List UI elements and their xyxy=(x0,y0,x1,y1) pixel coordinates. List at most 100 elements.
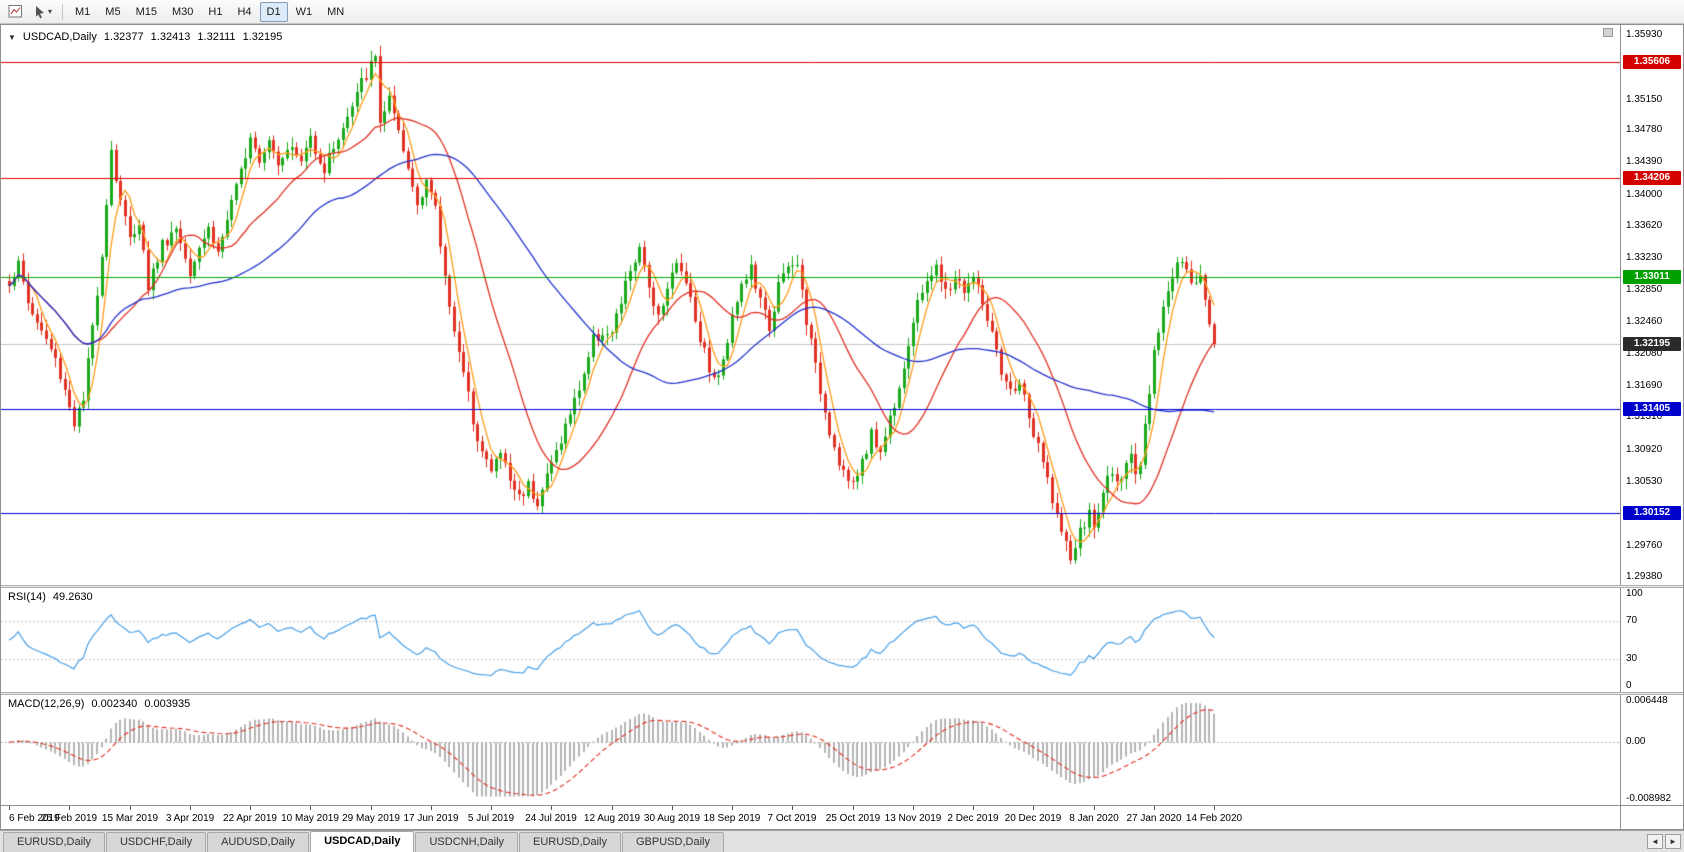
timeframe-button-h1[interactable]: H1 xyxy=(208,5,223,18)
ohlc-low-value: 1.32111 xyxy=(197,31,236,43)
price-axis-tick: 1.30920 xyxy=(1626,443,1663,455)
time-axis-tick xyxy=(1154,806,1155,810)
time-axis-tick xyxy=(551,806,552,810)
price-badge-1.31405: 1.31405 xyxy=(1623,402,1681,417)
chart-collapse-icon[interactable]: ▼ xyxy=(8,32,16,42)
panel-splitter[interactable] xyxy=(1,692,1683,695)
dropdown-caret-icon: ▾ xyxy=(48,7,53,16)
time-axis-label: 30 Aug 2019 xyxy=(643,813,701,824)
time-axis[interactable]: 6 Feb 2019 25 Feb 2019 15 Mar 2019 3 Apr 20… xyxy=(1,805,1683,829)
time-axis-corner xyxy=(1620,806,1683,829)
chart-tab-eurusd-daily[interactable]: EURUSD,Daily xyxy=(519,832,621,852)
price-badge-1.35606: 1.35606 xyxy=(1623,54,1681,69)
macd-axis-tick: 0.00 xyxy=(1626,735,1646,747)
price-axis-tick: 1.31310 xyxy=(1626,411,1663,423)
main-chart-canvas[interactable] xyxy=(1,25,1620,585)
panel-splitter[interactable] xyxy=(1,585,1683,588)
price-badge-1.33011: 1.33011 xyxy=(1623,269,1681,284)
time-axis-label: 18 Sep 2019 xyxy=(703,813,761,824)
ohlc-high-value: 1.32413 xyxy=(150,31,191,43)
time-axis-tick xyxy=(1033,806,1034,810)
ohlc-close-value: 1.32195 xyxy=(242,31,283,43)
price-axis-tick: 1.32080 xyxy=(1626,347,1663,359)
macd-signal-value: 0.003935 xyxy=(144,698,191,710)
macd-axis[interactable]: 0.006448 0.00 -0.008982 xyxy=(1620,695,1683,805)
time-axis-tick xyxy=(1094,806,1095,810)
chart-template-button[interactable] xyxy=(3,2,28,22)
rsi-indicator-label: RSI(14) 49.2630 xyxy=(8,591,93,603)
toolbar-separator xyxy=(62,3,64,20)
time-axis-label: 24 Jul 2019 xyxy=(525,813,577,824)
time-axis-label: 15 Mar 2019 xyxy=(101,813,159,824)
rsi-axis-tick: 0 xyxy=(1626,680,1632,691)
tab-scroll-left-button[interactable]: ◄ xyxy=(1647,834,1663,849)
timeframe-button-mn[interactable]: MN xyxy=(327,5,345,18)
macd-axis-tick: -0.008982 xyxy=(1626,793,1672,804)
price-axis-tick: 1.34390 xyxy=(1626,156,1663,168)
price-badge-1.30152: 1.30152 xyxy=(1623,506,1681,521)
chart-tab-usdchf-daily[interactable]: USDCHF,Daily xyxy=(105,832,207,852)
chart-shift-marker[interactable] xyxy=(1603,28,1613,37)
time-axis-tick xyxy=(792,806,793,810)
time-axis-tick xyxy=(190,806,191,810)
tab-scroll-right-button[interactable]: ► xyxy=(1665,834,1681,849)
time-axis-label: 5 Jul 2019 xyxy=(467,813,515,824)
time-axis-tick xyxy=(1214,806,1215,810)
price-axis-tick: 1.32850 xyxy=(1626,283,1663,295)
rsi-current-value: 49.2630 xyxy=(52,591,93,603)
rsi-axis-tick: 30 xyxy=(1626,653,1638,665)
price-axis-tick: 1.33620 xyxy=(1626,220,1663,232)
chart-tab-audusd-daily[interactable]: AUDUSD,Daily xyxy=(207,832,310,852)
price-badge-1.34206: 1.34206 xyxy=(1623,170,1681,185)
timeframe-button-w1[interactable]: W1 xyxy=(295,5,313,18)
price-axis-tick: 1.35150 xyxy=(1626,93,1663,105)
timeframe-button-m15[interactable]: M15 xyxy=(135,5,157,18)
price-axis-tick: 1.34000 xyxy=(1626,188,1663,200)
timeframe-button-m1[interactable]: M1 xyxy=(75,5,91,18)
rsi-axis[interactable]: 100 70 30 0 xyxy=(1620,588,1683,692)
chart-tab-gbpusd-daily[interactable]: GBPUSD,Daily xyxy=(622,832,724,852)
rsi-panel: RSI(14) 49.2630 100 70 30 0 xyxy=(1,588,1683,692)
time-axis-label: 29 May 2019 xyxy=(342,813,400,824)
price-axis-tick: 1.31690 xyxy=(1626,379,1663,391)
time-axis-label: 25 Feb 2019 xyxy=(40,813,98,824)
chart-tab-eurusd-daily[interactable]: EURUSD,Daily xyxy=(3,832,105,852)
timeframe-button-m5[interactable]: M5 xyxy=(105,5,121,18)
chart-header: ▼ USDCAD,Daily 1.32377 1.32413 1.32111 1… xyxy=(8,31,282,43)
time-axis-tick xyxy=(310,806,311,810)
price-axis[interactable]: 1.359301.355401.351501.347801.343901.340… xyxy=(1620,25,1683,585)
price-axis-tick: 1.34780 xyxy=(1626,124,1663,136)
chart-tab-usdcnh-daily[interactable]: USDCNH,Daily xyxy=(415,832,519,852)
macd-axis-tick: 0.006448 xyxy=(1626,695,1668,706)
time-axis-tick xyxy=(612,806,613,810)
time-axis-label: 8 Jan 2020 xyxy=(1069,813,1119,824)
time-axis-labels: 6 Feb 2019 25 Feb 2019 15 Mar 2019 3 Apr 20… xyxy=(1,806,1620,829)
time-axis-tick xyxy=(431,806,432,810)
price-axis-tick: 1.29380 xyxy=(1626,571,1663,582)
macd-chart-canvas[interactable] xyxy=(1,695,1620,805)
time-axis-tick xyxy=(9,806,10,810)
timeframe-button-m30[interactable]: M30 xyxy=(171,5,194,18)
rsi-chart-canvas[interactable] xyxy=(1,588,1620,692)
time-axis-label: 27 Jan 2020 xyxy=(1126,813,1182,824)
price-axis-tick: 1.29760 xyxy=(1626,539,1663,551)
price-badge-1.32195: 1.32195 xyxy=(1623,337,1681,352)
time-axis-label: 3 Apr 2019 xyxy=(165,813,215,824)
price-axis-tick: 1.35930 xyxy=(1626,29,1663,40)
ohlc-open-value: 1.32377 xyxy=(103,31,144,43)
timeframe-button-h4[interactable]: H4 xyxy=(237,5,252,18)
timeframe-button-d1[interactable]: D1 xyxy=(259,1,288,22)
time-axis-label: 22 Apr 2019 xyxy=(223,813,277,824)
time-axis-tick xyxy=(732,806,733,810)
price-axis-tick: 1.33230 xyxy=(1626,252,1663,264)
price-axis-tick: 1.32460 xyxy=(1626,316,1663,328)
rsi-name: RSI(14) xyxy=(8,591,46,603)
cursor-arrow-icon xyxy=(36,5,44,18)
chart-tabs: EURUSD,Daily USDCHF,Daily AUDUSD,Daily USDC… xyxy=(3,831,725,852)
time-axis-label: 7 Oct 2019 xyxy=(767,813,817,824)
time-axis-label: 20 Dec 2019 xyxy=(1004,813,1062,824)
macd-panel: MACD(12,26,9) 0.002340 0.003935 0.006448… xyxy=(1,695,1683,805)
chart-tab-usdcad-daily[interactable]: USDCAD,Daily xyxy=(310,831,415,852)
time-axis-label: 14 Feb 2020 xyxy=(1185,813,1243,824)
cursor-tool-button[interactable]: ▾ xyxy=(28,2,57,22)
